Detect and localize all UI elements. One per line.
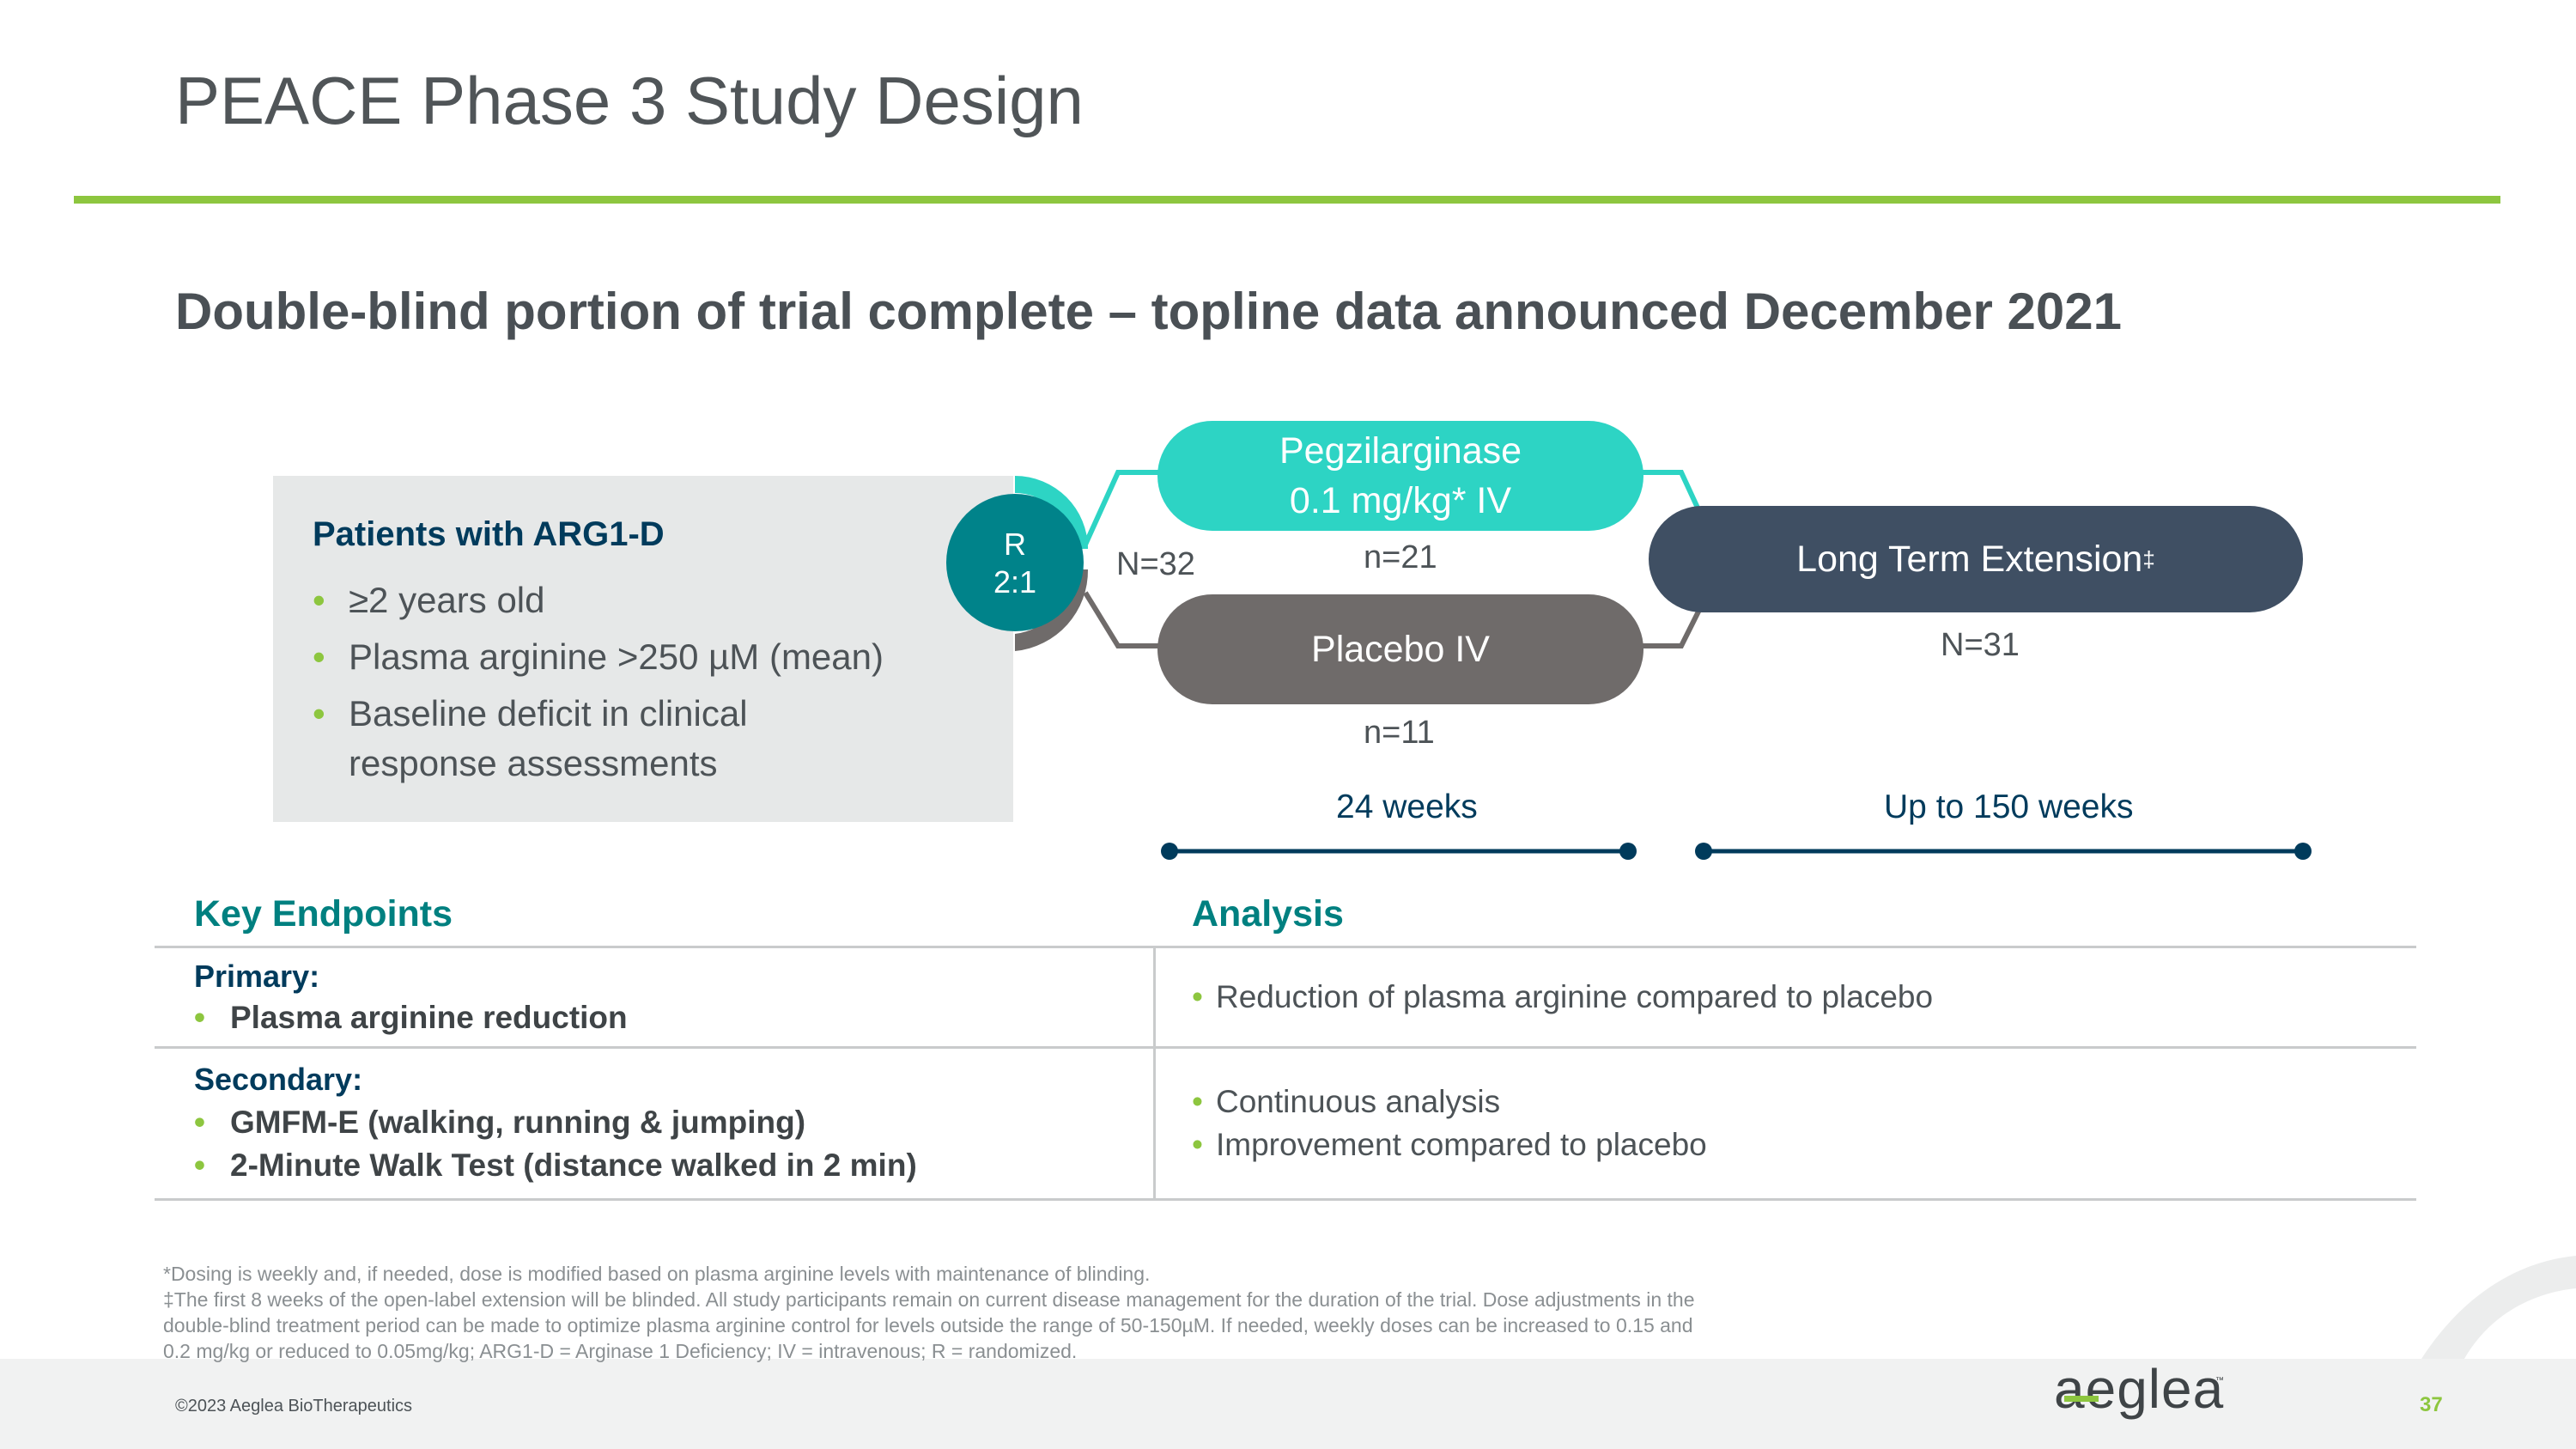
- secondary-analysis-item: • Improvement compared to placebo: [1192, 1127, 1707, 1162]
- footnote-line: double-blind treatment period can be mad…: [163, 1314, 1693, 1336]
- decorative-swoosh: [2421, 1256, 2576, 1359]
- extension-count: N=31: [1941, 627, 2020, 663]
- timeline-end-dot: [2294, 843, 2312, 860]
- secondary-analysis-item: • Continuous analysis: [1192, 1084, 1501, 1119]
- table-column-divider: [1153, 947, 1156, 1198]
- page-title: PEACE Phase 3 Study Design: [175, 63, 1084, 138]
- table-divider: [155, 1198, 2416, 1201]
- bullet-icon: •: [194, 1148, 205, 1183]
- analysis-column-header: Analysis: [1192, 893, 1344, 935]
- primary-analysis-item: • Reduction of plasma arginine compared t…: [1192, 979, 1934, 1014]
- extension-arm-pill: Long Term Extension ‡: [1649, 506, 2303, 612]
- timeline-start-dot: [1161, 843, 1178, 860]
- page-number: 37: [2420, 1393, 2443, 1416]
- treatment-arm-pill: Pegzilarginase 0.1 mg/kg* IV: [1157, 421, 1643, 531]
- footer-band: [0, 1359, 2576, 1449]
- criterion-item: • Baseline deficit in clinical response a…: [313, 689, 793, 788]
- criterion-item: • ≥2 years old: [313, 575, 545, 625]
- bullet-icon: •: [313, 580, 325, 620]
- logo-accent-bar: [2064, 1396, 2099, 1402]
- page-subtitle: Double-blind portion of trial complete –…: [175, 283, 2122, 340]
- randomization-label: R 2:1: [993, 527, 1037, 600]
- placebo-connector: [1083, 591, 1161, 648]
- timeline-label-150-weeks: Up to 150 weeks: [1884, 788, 2134, 825]
- endpoints-column-header: Key Endpoints: [194, 893, 453, 935]
- primary-endpoint-label: Primary:: [194, 959, 320, 994]
- copyright-text: ©2023 Aeglea BioTherapeutics: [175, 1397, 413, 1416]
- title-divider: [74, 196, 2500, 204]
- secondary-endpoint-label: Secondary:: [194, 1062, 363, 1097]
- placebo-arm-pill: Placebo IV: [1157, 594, 1643, 704]
- treatment-arm-count: n=21: [1364, 539, 1437, 575]
- aeglea-logo: aeglea: [2054, 1358, 2225, 1420]
- patient-criteria-heading: Patients with ARG1-D: [313, 515, 665, 553]
- bullet-icon: •: [1192, 1084, 1203, 1119]
- primary-endpoint-item: • Plasma arginine reduction: [194, 1000, 628, 1035]
- treatment-to-extension-connector: [1642, 470, 1704, 519]
- randomization-circle: [946, 494, 1084, 631]
- footnote-line: *Dosing is weekly and, if needed, dose i…: [163, 1263, 1151, 1285]
- criterion-item: • Plasma arginine >250 µM (mean): [313, 632, 884, 682]
- trademark-mark: ™: [2215, 1376, 2224, 1385]
- timeline-end-dot: [1619, 843, 1637, 860]
- bullet-icon: •: [1192, 1127, 1203, 1162]
- bullet-icon: •: [313, 636, 325, 677]
- bullet-icon: •: [1192, 979, 1203, 1014]
- table-divider: [155, 1046, 2416, 1049]
- bullet-icon: •: [313, 693, 325, 734]
- treatment-connector: [1083, 470, 1161, 546]
- placebo-arm-count: n=11: [1364, 715, 1435, 751]
- footnote-line: 0.2 mg/kg or reduced to 0.05mg/kg; ARG1-…: [163, 1340, 1078, 1362]
- bullet-icon: •: [194, 1105, 205, 1140]
- timeline-label-24-weeks: 24 weeks: [1336, 788, 1478, 825]
- secondary-endpoint-item: • 2-Minute Walk Test (distance walked in …: [194, 1148, 917, 1183]
- secondary-endpoint-item: • GMFM-E (walking, running & jumping): [194, 1105, 806, 1140]
- timeline-start-dot: [1695, 843, 1712, 860]
- placebo-to-extension-connector: [1642, 603, 1704, 648]
- footnote-line: ‡The first 8 weeks of the open-label ext…: [163, 1288, 1695, 1311]
- bullet-icon: •: [194, 1000, 205, 1035]
- total-enrollment: N=32: [1116, 546, 1195, 582]
- table-divider: [155, 946, 2416, 948]
- patient-criteria-box: [273, 476, 1013, 822]
